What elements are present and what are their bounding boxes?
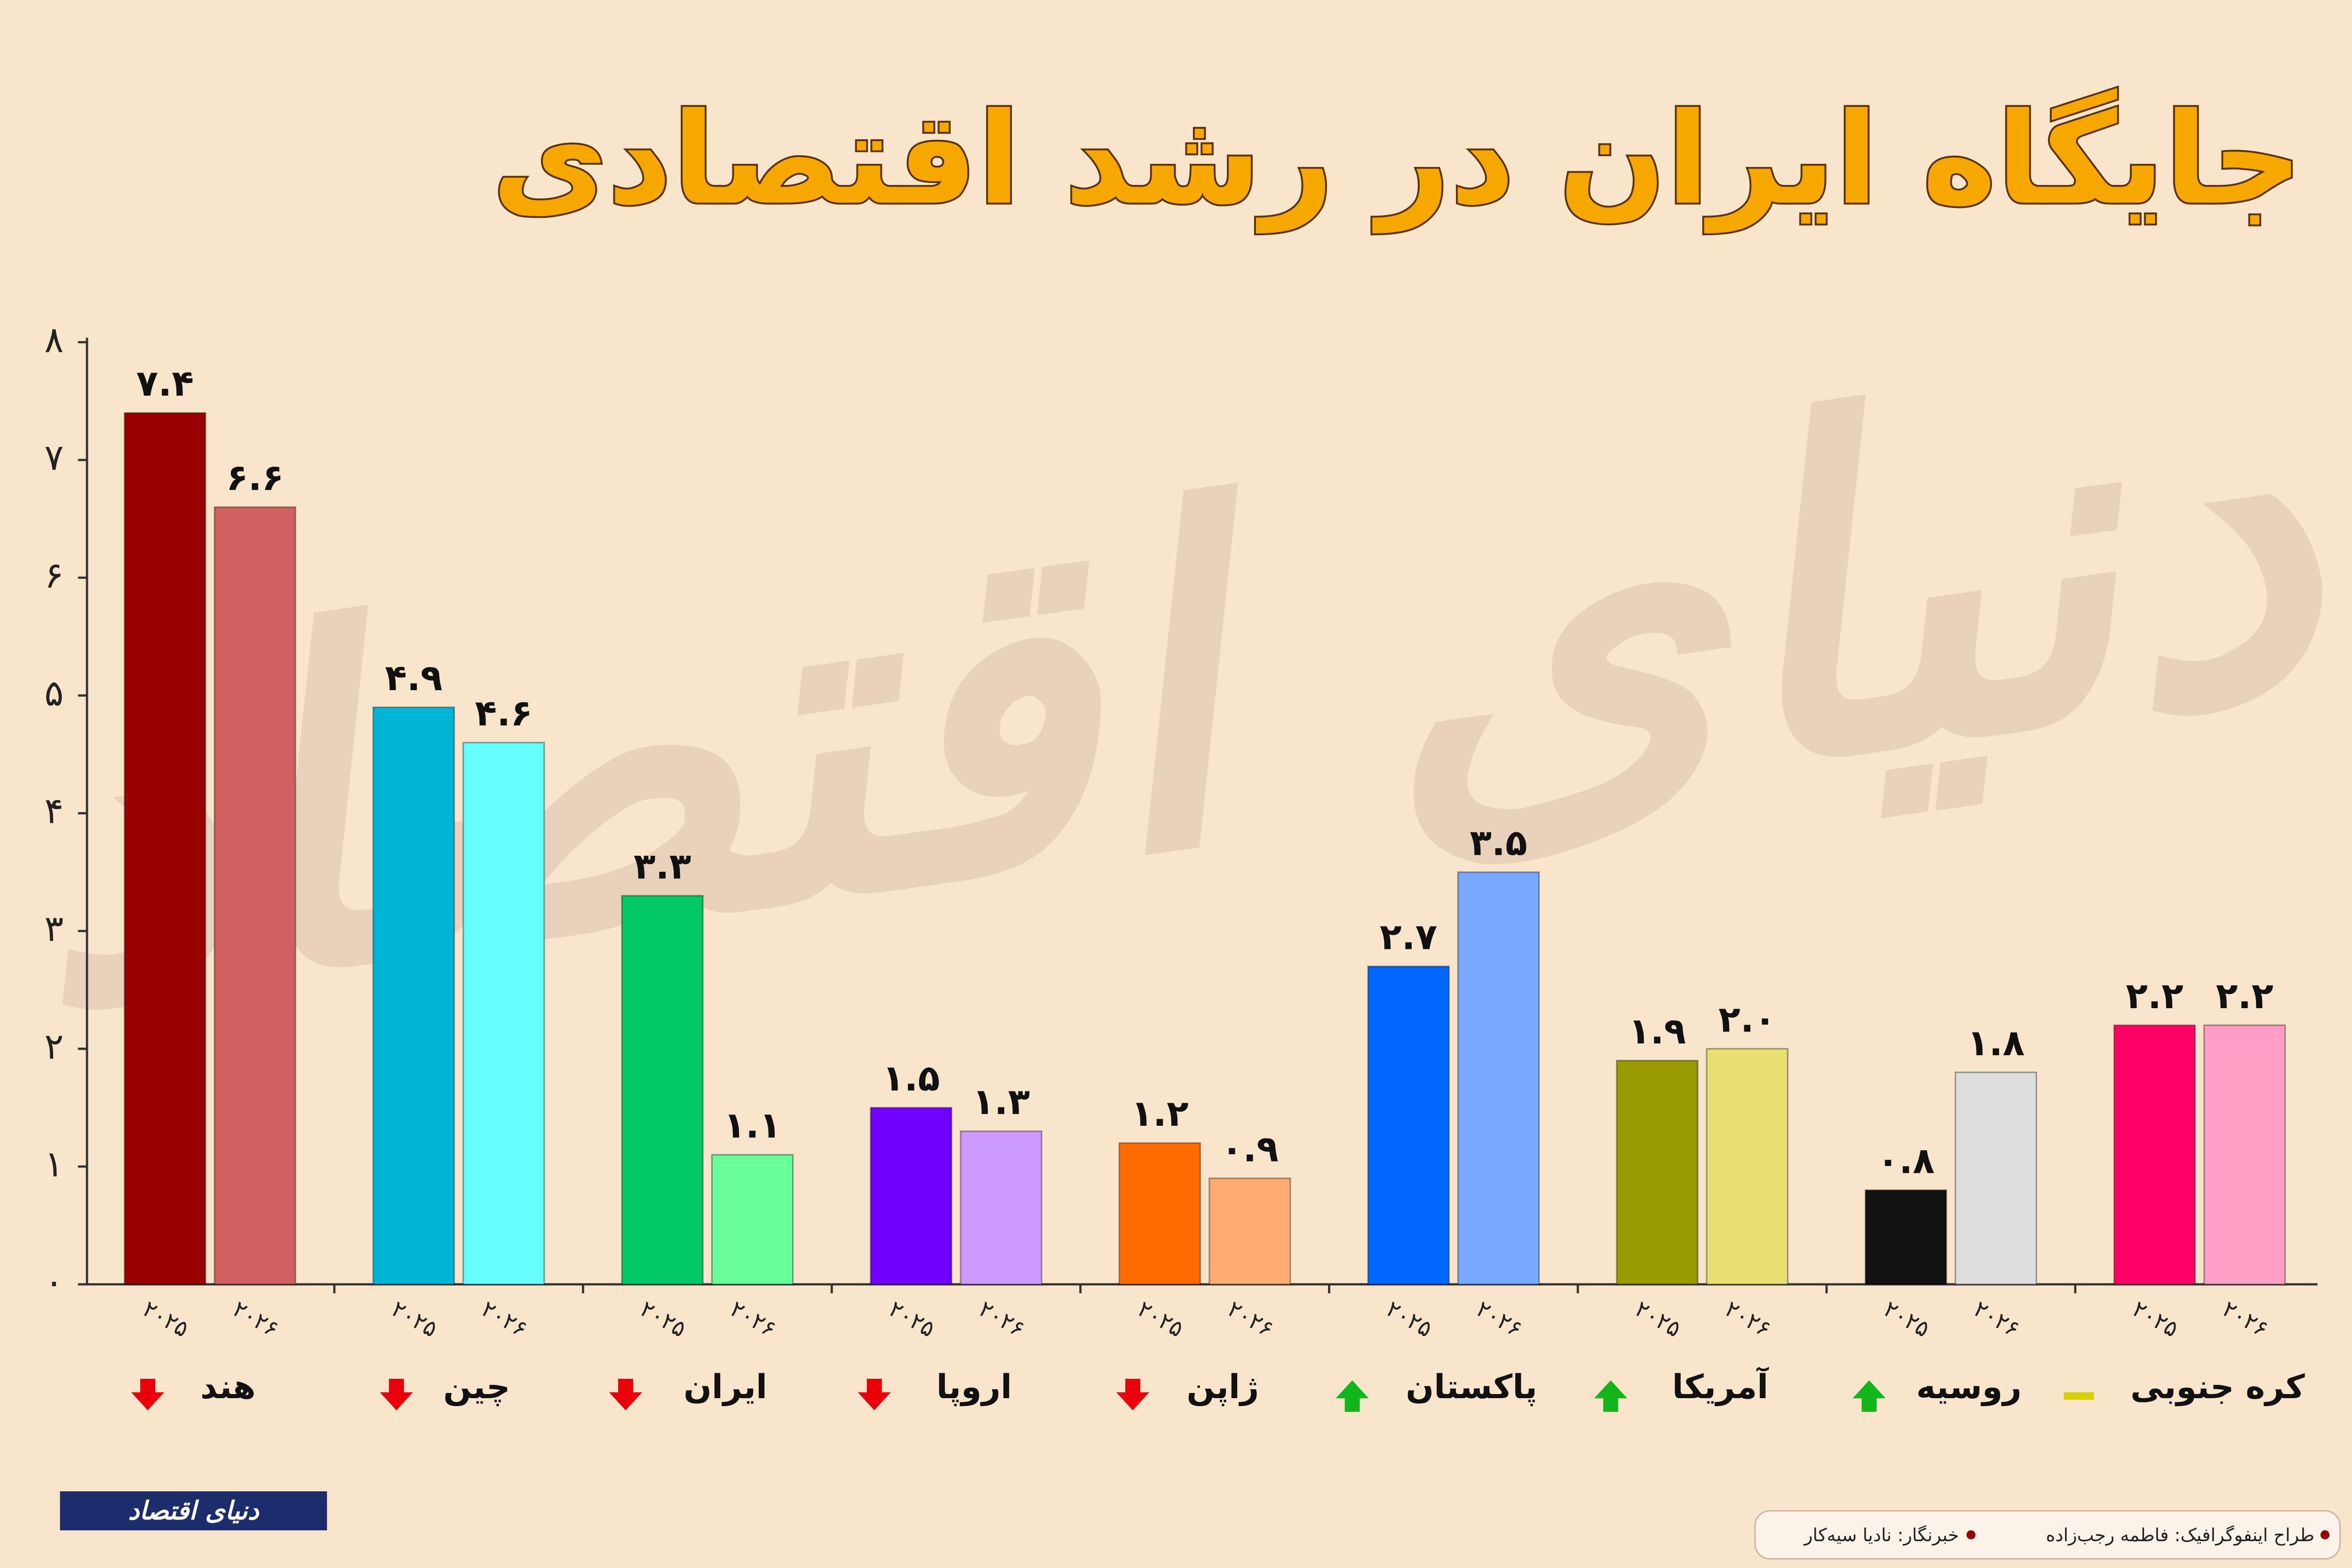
y-tick-label: ۲ xyxy=(44,1026,64,1067)
bar xyxy=(462,741,545,1285)
value-label: ۱.۵ xyxy=(882,1058,940,1099)
value-label: ۱.۳ xyxy=(972,1081,1030,1123)
bar xyxy=(711,1154,794,1285)
bar xyxy=(1955,1071,2037,1285)
x-tick-label: ژاپن xyxy=(1187,1368,1259,1407)
y-tick-label: ۸ xyxy=(44,319,64,361)
reporter-credit: خبرنگار: نادیا سیه‌کار xyxy=(1803,1525,1959,1546)
value-label: ۱.۹ xyxy=(1629,1011,1686,1052)
chart-title: جایگاه ایران در رشد اقتصادی xyxy=(492,86,2303,234)
x-tick-label: کره جنوبی xyxy=(2130,1368,2305,1406)
value-label: ۲.۰ xyxy=(1718,999,1776,1041)
y-tick-label: ۳ xyxy=(44,908,64,950)
trend-arrow xyxy=(1594,1380,1628,1412)
bar xyxy=(214,506,296,1285)
value-label: ۴.۶ xyxy=(475,692,532,734)
trend-arrow xyxy=(2064,1392,2094,1400)
bar xyxy=(621,895,704,1285)
y-tick-label: ۴ xyxy=(44,790,64,832)
bar xyxy=(1706,1048,1788,1285)
value-label: ۱.۲ xyxy=(1131,1093,1188,1135)
y-tick-label: ۷ xyxy=(44,437,64,479)
designer-credit: طراح اینفوگرافیک: فاطمه رجب‌زاده xyxy=(2046,1525,2314,1546)
bar xyxy=(2203,1024,2286,1285)
y-tick-label: ۵ xyxy=(44,672,64,714)
y-tick-label: ۶ xyxy=(44,555,64,597)
trend-arrow xyxy=(1116,1378,1150,1410)
bar xyxy=(1118,1142,1201,1285)
logo-box xyxy=(60,1491,327,1530)
bullet xyxy=(2320,1530,2330,1540)
value-label: ۶.۶ xyxy=(226,457,284,499)
x-tick-label: ایران xyxy=(683,1368,767,1406)
bar xyxy=(2113,1024,2196,1285)
bar xyxy=(1457,871,1540,1285)
trend-arrow xyxy=(131,1378,165,1410)
bar xyxy=(372,706,455,1285)
value-label: ۳.۳ xyxy=(634,845,691,887)
bar xyxy=(1616,1059,1699,1285)
bar xyxy=(1367,965,1450,1285)
value-label: ۲.۲ xyxy=(2216,975,2273,1017)
value-label: ۲.۲ xyxy=(2126,975,2183,1017)
credit-box xyxy=(1754,1510,2341,1560)
bar xyxy=(960,1130,1042,1285)
x-tick-label: هند xyxy=(200,1368,256,1406)
value-label: ۴.۹ xyxy=(385,657,442,699)
x-tick-label: روسیه xyxy=(1916,1368,2022,1406)
x-tick-label: پاکستان xyxy=(1406,1368,1537,1407)
y-tick-label: ۱ xyxy=(44,1144,64,1186)
bar xyxy=(1208,1178,1291,1285)
value-label: ۰.۸ xyxy=(1877,1140,1934,1182)
trend-arrow xyxy=(858,1378,891,1410)
value-label: ۷.۴ xyxy=(136,363,194,405)
value-label: ۰.۹ xyxy=(1221,1128,1279,1170)
bar xyxy=(870,1106,953,1285)
x-tick-label: آمریکا xyxy=(1672,1367,1770,1406)
trend-arrow xyxy=(1335,1380,1369,1412)
value-label: ۱.۱ xyxy=(723,1105,781,1146)
trend-arrow xyxy=(380,1378,413,1410)
x-tick-label: چین xyxy=(443,1368,510,1407)
value-label: ۲.۷ xyxy=(1380,916,1437,958)
value-label: ۱.۸ xyxy=(1967,1022,2025,1064)
bar xyxy=(1864,1189,1947,1285)
x-tick-label: اروپا xyxy=(936,1368,1012,1407)
y-tick-label: ۰ xyxy=(44,1261,64,1303)
bar xyxy=(124,412,207,1285)
trend-arrow xyxy=(1852,1380,1886,1412)
bullet xyxy=(1966,1530,1976,1540)
logo: دنیای اقتصاد xyxy=(128,1496,260,1525)
trend-arrow xyxy=(609,1378,643,1410)
value-label: ۳.۵ xyxy=(1470,822,1527,864)
